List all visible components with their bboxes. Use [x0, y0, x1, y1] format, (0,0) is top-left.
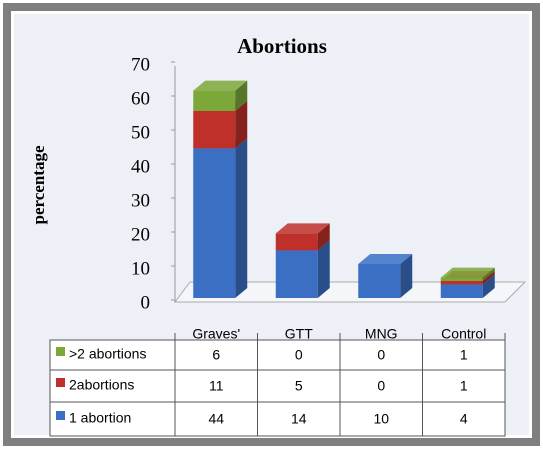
bar-front [275, 233, 318, 251]
table-value: 11 [209, 378, 224, 394]
bar-front [275, 250, 318, 298]
legend-swatch [56, 378, 65, 387]
bar-side [482, 274, 495, 298]
table-value: 0 [295, 347, 303, 363]
x-tick-label: Control [441, 326, 486, 342]
legend-label: >2 abortions [69, 346, 146, 362]
legend-label: 2abortions [69, 377, 134, 393]
table-value: 1 [460, 347, 468, 363]
y-axis-label: percentage [29, 145, 48, 224]
bar-side [235, 80, 248, 111]
x-tick-label: MNG [365, 326, 398, 342]
bar-front [193, 148, 236, 298]
table-value: 6 [212, 347, 220, 363]
bar-front [440, 277, 483, 281]
y-tick-label: 70 [131, 54, 150, 75]
bar-top [440, 267, 495, 278]
bar-side [482, 267, 495, 281]
y-tick-label: 30 [131, 190, 150, 211]
table-value: 44 [208, 411, 224, 427]
bar-top [193, 80, 248, 91]
y-tick-label: 20 [131, 224, 150, 245]
bar-side [482, 271, 495, 285]
table-value: 0 [377, 378, 385, 394]
bar-front [440, 281, 483, 285]
table-value: 14 [291, 411, 307, 427]
y-tick-label: 40 [131, 156, 150, 177]
bar-front [358, 264, 401, 298]
bar-side [317, 240, 330, 298]
bar-side [400, 254, 413, 298]
y-tick-label: 0 [141, 292, 151, 313]
table-value: 4 [460, 411, 468, 427]
legend-swatch [56, 347, 65, 356]
bar-side [235, 101, 248, 149]
chart-title: Abortions [237, 34, 327, 58]
table-value: 10 [373, 411, 389, 427]
bar-side [235, 138, 248, 298]
legend-swatch [56, 411, 65, 420]
bar-top [275, 223, 330, 234]
bar-top [358, 254, 413, 264]
bar-side [317, 223, 330, 251]
x-tick-label: GTT [285, 326, 313, 342]
x-tick-label: Graves' [192, 326, 240, 342]
bar-front [193, 90, 236, 111]
table-value: 1 [460, 378, 468, 394]
y-tick-label: 50 [131, 122, 150, 143]
table-value: 0 [377, 347, 385, 363]
y-tick-label: 10 [131, 258, 150, 279]
bar-front [193, 111, 236, 149]
floor [174, 281, 527, 303]
table-value: 5 [295, 378, 303, 394]
y-tick-label: 60 [131, 88, 150, 109]
bar-front [440, 284, 483, 298]
legend-label: 1 abortion [69, 410, 131, 426]
data-table-bg [49, 339, 506, 437]
